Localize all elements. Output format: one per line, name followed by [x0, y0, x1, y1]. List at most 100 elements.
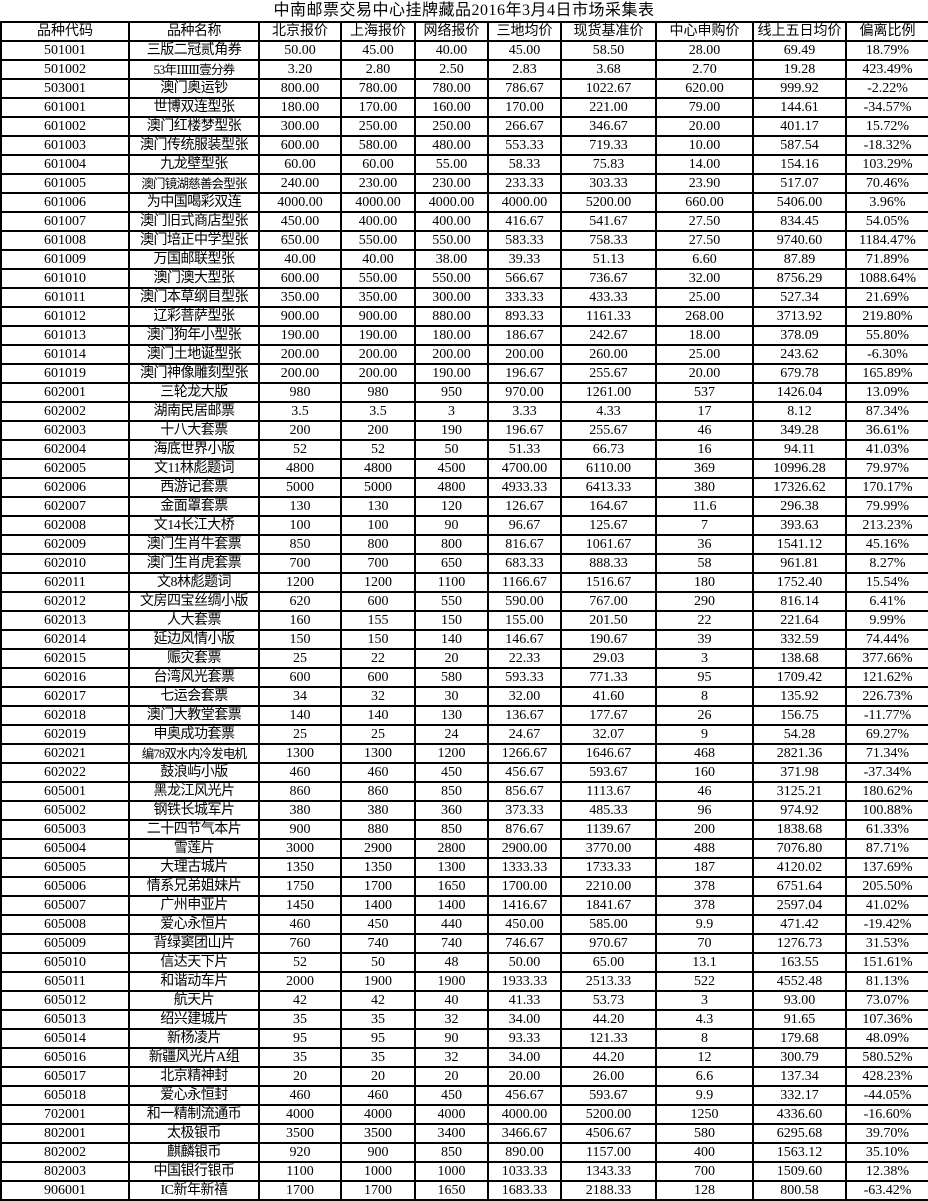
- cell-center-subscription-price: 58: [655, 553, 754, 574]
- cell-deviation-ratio: 81.13%: [845, 971, 928, 992]
- cell-deviation-ratio: 87.71%: [845, 838, 928, 859]
- cell-deviation-ratio: 1088.64%: [845, 268, 928, 289]
- cell-three-area-avg: 96.67: [487, 515, 562, 536]
- cell-code: 602018: [0, 705, 130, 726]
- cell-code: 602005: [0, 458, 130, 479]
- cell-beijing-price: 350.00: [258, 287, 342, 308]
- cell-spot-benchmark-price: 1343.33: [560, 1161, 657, 1182]
- cell-center-subscription-price: 36: [655, 534, 754, 555]
- cell-deviation-ratio: 71.89%: [845, 249, 928, 270]
- cell-code: 602008: [0, 515, 130, 536]
- cell-beijing-price: 40.00: [258, 249, 342, 270]
- cell-center-subscription-price: 8: [655, 686, 754, 707]
- cell-shanghai-price: 2900: [340, 838, 416, 859]
- cell-network-price: 850: [414, 781, 489, 802]
- cell-shanghai-price: 45.00: [340, 40, 416, 61]
- cell-beijing-price: 52: [258, 439, 342, 460]
- cell-online-5day-avg: 2821.36: [752, 743, 847, 764]
- cell-code: 605001: [0, 781, 130, 802]
- cell-shanghai-price: 52: [340, 439, 416, 460]
- cell-online-5day-avg: 679.78: [752, 363, 847, 384]
- table-row: 601013 澳门狗年小型张 190.00 190.00 180.00 186.67 242…: [0, 325, 928, 346]
- cell-beijing-price: 140: [258, 705, 342, 726]
- cell-spot-benchmark-price: 346.67: [560, 116, 657, 137]
- cell-network-price: 1200: [414, 743, 489, 764]
- cell-name: 黑龙江风光片: [128, 781, 260, 802]
- cell-center-subscription-price: 17: [655, 401, 754, 422]
- table-row: 605016 新疆风光片A组 35 35 32 34.00 44.20 12 300.79 580…: [0, 1047, 928, 1068]
- cell-shanghai-price: 25: [340, 724, 416, 745]
- cell-center-subscription-price: 32.00: [655, 268, 754, 289]
- cell-code: 602004: [0, 439, 130, 460]
- cell-center-subscription-price: 22: [655, 610, 754, 631]
- cell-name: 澳门本草纲目型张: [128, 287, 260, 308]
- cell-online-5day-avg: 19.28: [752, 59, 847, 80]
- cell-shanghai-price: 230.00: [340, 173, 416, 194]
- cell-network-price: 20: [414, 648, 489, 669]
- cell-beijing-price: 800.00: [258, 78, 342, 99]
- cell-code: 602013: [0, 610, 130, 631]
- cell-deviation-ratio: 107.36%: [845, 1009, 928, 1030]
- cell-shanghai-price: 800: [340, 534, 416, 555]
- column-header-name: 品种名称: [128, 21, 260, 42]
- cell-code: 602012: [0, 591, 130, 612]
- cell-shanghai-price: 20: [340, 1066, 416, 1087]
- cell-center-subscription-price: 11.6: [655, 496, 754, 517]
- table-row: 601002 澳门红楼梦型张 300.00 250.00 250.00 266.67 346…: [0, 116, 928, 137]
- table-row: 602012 文房四宝丝绸小版 620 600 550 590.00 767.00 290 81…: [0, 591, 928, 612]
- cell-shanghai-price: 600: [340, 591, 416, 612]
- cell-network-price: 850: [414, 1142, 489, 1163]
- cell-shanghai-price: 1700: [340, 1180, 416, 1201]
- cell-shanghai-price: 860: [340, 781, 416, 802]
- cell-spot-benchmark-price: 541.67: [560, 211, 657, 232]
- cell-center-subscription-price: 180: [655, 572, 754, 593]
- cell-online-5day-avg: 393.63: [752, 515, 847, 536]
- cell-name: 万国邮联型张: [128, 249, 260, 270]
- cell-online-5day-avg: 296.38: [752, 496, 847, 517]
- cell-center-subscription-price: 26: [655, 705, 754, 726]
- cell-network-price: 550.00: [414, 230, 489, 251]
- cell-beijing-price: 1450: [258, 895, 342, 916]
- cell-shanghai-price: 3.5: [340, 401, 416, 422]
- cell-beijing-price: 25: [258, 724, 342, 745]
- cell-spot-benchmark-price: 767.00: [560, 591, 657, 612]
- cell-three-area-avg: 1166.67: [487, 572, 562, 593]
- cell-network-price: 4800: [414, 477, 489, 498]
- cell-network-price: 1900: [414, 971, 489, 992]
- cell-name: 澳门传统服装型张: [128, 135, 260, 156]
- cell-code: 601011: [0, 287, 130, 308]
- cell-online-5day-avg: 6295.68: [752, 1123, 847, 1144]
- cell-shanghai-price: 32: [340, 686, 416, 707]
- cell-deviation-ratio: 48.09%: [845, 1028, 928, 1049]
- cell-deviation-ratio: 55.80%: [845, 325, 928, 346]
- cell-name: 澳门土地诞型张: [128, 344, 260, 365]
- cell-three-area-avg: 816.67: [487, 534, 562, 555]
- cell-code: 501001: [0, 40, 130, 61]
- cell-network-price: 90: [414, 515, 489, 536]
- cell-shanghai-price: 4800: [340, 458, 416, 479]
- cell-beijing-price: 190.00: [258, 325, 342, 346]
- cell-online-5day-avg: 1709.42: [752, 667, 847, 688]
- cell-name: 海底世界小版: [128, 439, 260, 460]
- table-row: 602018 澳门大教堂套票 140 140 130 136.67 177.67 26 156.…: [0, 705, 928, 726]
- cell-name: 为中国喝彩双连: [128, 192, 260, 213]
- cell-three-area-avg: 1416.67: [487, 895, 562, 916]
- cell-beijing-price: 600.00: [258, 268, 342, 289]
- cell-three-area-avg: 1266.67: [487, 743, 562, 764]
- cell-network-price: 550.00: [414, 268, 489, 289]
- cell-network-price: 40: [414, 990, 489, 1011]
- cell-network-price: 120: [414, 496, 489, 517]
- cell-beijing-price: 20: [258, 1066, 342, 1087]
- cell-online-5day-avg: 371.98: [752, 762, 847, 783]
- cell-center-subscription-price: 23.90: [655, 173, 754, 194]
- cell-three-area-avg: 456.67: [487, 1085, 562, 1106]
- cell-shanghai-price: 35: [340, 1047, 416, 1068]
- cell-network-price: 1000: [414, 1161, 489, 1182]
- cell-spot-benchmark-price: 242.67: [560, 325, 657, 346]
- cell-center-subscription-price: 20.00: [655, 363, 754, 384]
- cell-center-subscription-price: 10.00: [655, 135, 754, 156]
- table-row: 605017 北京精神封 20 20 20 20.00 26.00 6.6 137.34 428.…: [0, 1066, 928, 1087]
- table-row: 602015 赈灾套票 25 22 20 22.33 29.03 3 138.68 377.66%: [0, 648, 928, 669]
- cell-network-price: 190: [414, 420, 489, 441]
- cell-three-area-avg: 683.33: [487, 553, 562, 574]
